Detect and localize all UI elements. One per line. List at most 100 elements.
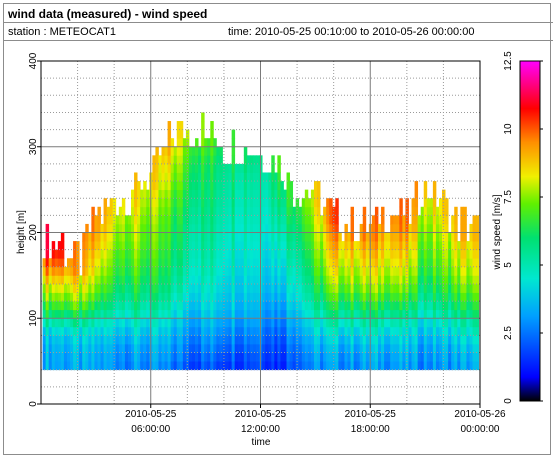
heatmap-cell — [134, 241, 138, 251]
heatmap-cell — [112, 292, 117, 302]
heatmap-cell — [256, 249, 260, 259]
heatmap-cell — [426, 318, 431, 328]
heatmap-cell — [423, 318, 428, 328]
heatmap-cell — [170, 163, 175, 173]
heatmap-cell — [195, 326, 199, 336]
heatmap-cell — [393, 309, 397, 319]
heatmap-cell — [146, 241, 150, 251]
colorbar — [519, 60, 541, 402]
heatmap-cell — [100, 318, 104, 328]
heatmap-cell — [307, 318, 312, 328]
heatmap-cell — [213, 275, 217, 285]
heatmap-cell — [216, 301, 220, 311]
heatmap-cell — [292, 215, 297, 225]
heatmap-cell — [326, 206, 330, 216]
heatmap-cell — [301, 292, 306, 302]
heatmap-cell — [402, 292, 406, 302]
heatmap-cell — [85, 292, 89, 302]
heatmap-cell — [356, 343, 361, 353]
heatmap-cell — [469, 326, 473, 336]
heatmap-cell — [277, 155, 281, 165]
heatmap-cell — [286, 223, 290, 233]
heatmap-cell — [310, 283, 315, 293]
heatmap-cell — [82, 258, 86, 268]
heatmap-cell — [243, 352, 248, 362]
heatmap-cell — [396, 335, 400, 345]
heatmap-cell — [179, 181, 184, 191]
heatmap-cell — [329, 206, 333, 216]
heatmap-cell — [170, 172, 175, 182]
heatmap-cell — [234, 163, 239, 173]
heatmap-cell — [192, 241, 196, 251]
heatmap-cell — [146, 292, 150, 302]
heatmap-cell — [103, 335, 108, 345]
heatmap-cell — [326, 352, 330, 362]
heatmap-cell — [85, 283, 89, 293]
heatmap-cell — [158, 172, 162, 182]
heatmap-cell — [286, 266, 290, 276]
heatmap-cell — [210, 326, 214, 336]
heatmap-cell — [323, 343, 327, 353]
heatmap-cell — [88, 335, 92, 345]
heatmap-cell — [335, 232, 339, 242]
heatmap-cell — [158, 249, 162, 259]
heatmap-cell — [280, 181, 284, 191]
heatmap-cell — [323, 361, 327, 371]
heatmap-cell — [222, 275, 226, 285]
heatmap-cell — [66, 275, 71, 285]
heatmap-cell — [231, 181, 236, 191]
heatmap-cell — [317, 189, 321, 199]
heatmap-cell — [460, 232, 464, 242]
heatmap-cell — [362, 232, 367, 242]
heatmap-cell — [256, 283, 260, 293]
heatmap-cell — [420, 361, 425, 371]
heatmap-cell — [271, 249, 275, 259]
heatmap-cell — [124, 258, 129, 268]
heatmap-cell — [106, 275, 111, 285]
heatmap-cell — [292, 266, 297, 276]
heatmap-cell — [152, 335, 156, 345]
heatmap-cell — [399, 275, 403, 285]
heatmap-cell — [438, 223, 443, 233]
heatmap-cell — [405, 301, 409, 311]
heatmap-cell — [408, 283, 412, 293]
heatmap-cell — [201, 292, 205, 302]
heatmap-cell — [167, 283, 172, 293]
heatmap-cell — [313, 275, 318, 285]
heatmap-cell — [73, 241, 77, 251]
heatmap-cell — [274, 198, 278, 208]
heatmap-cell — [289, 326, 294, 336]
heatmap-cell — [213, 292, 217, 302]
heatmap-cell — [265, 309, 269, 319]
heatmap-cell — [277, 189, 281, 199]
heatmap-cell — [323, 283, 327, 293]
heatmap-cell — [341, 275, 345, 285]
heatmap-cell — [231, 241, 236, 251]
heatmap-cell — [362, 241, 367, 251]
heatmap-cell — [103, 301, 108, 311]
heatmap-cell — [274, 326, 278, 336]
heatmap-cell — [173, 232, 178, 242]
heatmap-cell — [198, 163, 202, 173]
heatmap-cell — [390, 258, 394, 268]
heatmap-cell — [134, 232, 138, 242]
heatmap-cell — [472, 241, 476, 251]
heatmap-cell — [298, 206, 303, 216]
heatmap-cell — [323, 215, 327, 225]
heatmap-cell — [207, 138, 211, 148]
heatmap-cell — [48, 275, 53, 285]
heatmap-cell — [445, 309, 449, 319]
heatmap-cell — [399, 318, 403, 328]
heatmap-cell — [158, 318, 162, 328]
heatmap-cell — [414, 223, 419, 233]
heatmap-cell — [295, 241, 300, 251]
heatmap-cell — [271, 283, 275, 293]
heatmap-cell — [246, 241, 251, 251]
heatmap-cell — [103, 309, 108, 319]
heatmap-cell — [323, 292, 327, 302]
heatmap-cell — [121, 215, 126, 225]
heatmap-cell — [42, 352, 47, 362]
heatmap-cell — [338, 275, 342, 285]
heatmap-cell — [429, 266, 434, 276]
heatmap-cell — [106, 361, 111, 371]
